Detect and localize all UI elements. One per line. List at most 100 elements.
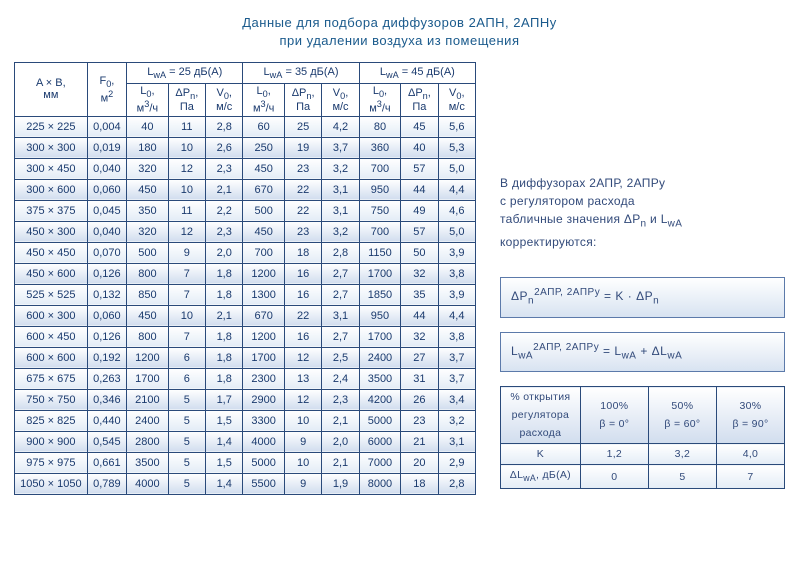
ct-r1-v0: 0: [580, 465, 648, 489]
data-cell: 6000: [359, 431, 401, 452]
data-cell: 11: [168, 116, 205, 137]
data-cell: 23: [401, 410, 438, 431]
data-cell: 450 × 300: [15, 221, 88, 242]
data-cell: 0,661: [87, 452, 126, 473]
data-cell: 825 × 825: [15, 410, 88, 431]
ct-r1-label: ΔLwA, дБ(A): [501, 465, 581, 489]
data-cell: 0,060: [87, 305, 126, 326]
table-row: 600 × 3000,060450102,1670223,1950444,4: [15, 305, 476, 326]
data-cell: 1700: [359, 263, 401, 284]
data-cell: 10: [284, 452, 321, 473]
ct-r0-label: K: [501, 444, 581, 465]
th-dp-35: ΔPn,Па: [284, 84, 321, 117]
main-data-table: A × B,мм F0,м2 LwA = 25 дБ(A) LwA = 35 д…: [14, 62, 476, 495]
data-cell: 60: [243, 116, 285, 137]
title-line1: Данные для подбора диффузоров 2АПН, 2АПН…: [242, 15, 557, 30]
data-cell: 0,040: [87, 158, 126, 179]
data-cell: 10: [168, 137, 205, 158]
data-cell: 4,4: [438, 179, 475, 200]
data-cell: 49: [401, 200, 438, 221]
data-cell: 1,8: [206, 347, 243, 368]
th-v0-35: V0,м/с: [322, 84, 359, 117]
data-cell: 7: [168, 326, 205, 347]
data-cell: 360: [359, 137, 401, 158]
data-cell: 23: [284, 221, 321, 242]
data-cell: 40: [127, 116, 169, 137]
data-cell: 5: [168, 452, 205, 473]
data-cell: 2,4: [322, 368, 359, 389]
ct-h3: 30%β = 90°: [716, 387, 784, 444]
table-row: 825 × 8250,440240051,53300102,15000233,2: [15, 410, 476, 431]
data-cell: 7: [168, 263, 205, 284]
data-cell: 57: [401, 221, 438, 242]
data-cell: 1700: [127, 368, 169, 389]
data-cell: 0,126: [87, 263, 126, 284]
data-cell: 0,019: [87, 137, 126, 158]
table-row: 600 × 4500,12680071,81200162,71700323,8: [15, 326, 476, 347]
table-row: 525 × 5250,13285071,81300162,71850353,9: [15, 284, 476, 305]
ct-h2: 50%β = 60°: [648, 387, 716, 444]
data-cell: 1,8: [206, 326, 243, 347]
data-cell: 4000: [127, 473, 169, 494]
data-cell: 2,5: [322, 347, 359, 368]
data-cell: 1700: [243, 347, 285, 368]
data-cell: 2400: [127, 410, 169, 431]
ct-r0-v1: 3,2: [648, 444, 716, 465]
data-cell: 22: [284, 305, 321, 326]
data-cell: 3,9: [438, 284, 475, 305]
data-cell: 5000: [359, 410, 401, 431]
th-ab: A × B,мм: [15, 63, 88, 117]
data-cell: 57: [401, 158, 438, 179]
data-cell: 3,8: [438, 326, 475, 347]
data-cell: 900 × 900: [15, 431, 88, 452]
data-cell: 5,3: [438, 137, 475, 158]
data-cell: 3,9: [438, 242, 475, 263]
data-cell: 13: [284, 368, 321, 389]
table-row: 300 × 4500,040320122,3450233,2700575,0: [15, 158, 476, 179]
note-line2: с регулятором расхода: [500, 192, 785, 210]
data-cell: 1,4: [206, 431, 243, 452]
table-row: 225 × 2250,00440112,860254,280455,6: [15, 116, 476, 137]
data-cell: 44: [401, 179, 438, 200]
data-cell: 0,040: [87, 221, 126, 242]
th-group-45: LwA = 45 дБ(A): [359, 63, 475, 84]
data-cell: 0,545: [87, 431, 126, 452]
data-cell: 3,1: [438, 431, 475, 452]
data-cell: 0,789: [87, 473, 126, 494]
th-l0-25: L0,м3/ч: [127, 84, 169, 117]
data-cell: 2,3: [206, 158, 243, 179]
data-cell: 600 × 300: [15, 305, 88, 326]
data-cell: 9: [168, 242, 205, 263]
data-cell: 450: [243, 221, 285, 242]
data-cell: 21: [401, 431, 438, 452]
data-cell: 0,263: [87, 368, 126, 389]
data-cell: 3500: [359, 368, 401, 389]
th-l0-35: L0,м3/ч: [243, 84, 285, 117]
data-cell: 1200: [127, 347, 169, 368]
ct-r0-v0: 1,2: [580, 444, 648, 465]
data-cell: 800: [127, 326, 169, 347]
data-cell: 5500: [243, 473, 285, 494]
data-cell: 2300: [243, 368, 285, 389]
data-cell: 7: [168, 284, 205, 305]
data-cell: 50: [401, 242, 438, 263]
data-cell: 8000: [359, 473, 401, 494]
data-cell: 5,0: [438, 158, 475, 179]
data-cell: 1,8: [206, 263, 243, 284]
table-row: 300 × 6000,060450102,1670223,1950444,4: [15, 179, 476, 200]
note-text: В диффузорах 2АПР, 2АПРу с регулятором р…: [500, 174, 785, 251]
data-cell: 2900: [243, 389, 285, 410]
data-cell: 22: [284, 200, 321, 221]
data-cell: 3,2: [438, 410, 475, 431]
data-cell: 18: [401, 473, 438, 494]
data-cell: 45: [401, 116, 438, 137]
data-cell: 700: [359, 158, 401, 179]
data-cell: 12: [284, 389, 321, 410]
data-cell: 1700: [359, 326, 401, 347]
ct-r1-v1: 5: [648, 465, 716, 489]
data-cell: 80: [359, 116, 401, 137]
data-cell: 675 × 675: [15, 368, 88, 389]
data-cell: 450: [127, 305, 169, 326]
data-cell: 12: [168, 158, 205, 179]
data-cell: 3,8: [438, 263, 475, 284]
